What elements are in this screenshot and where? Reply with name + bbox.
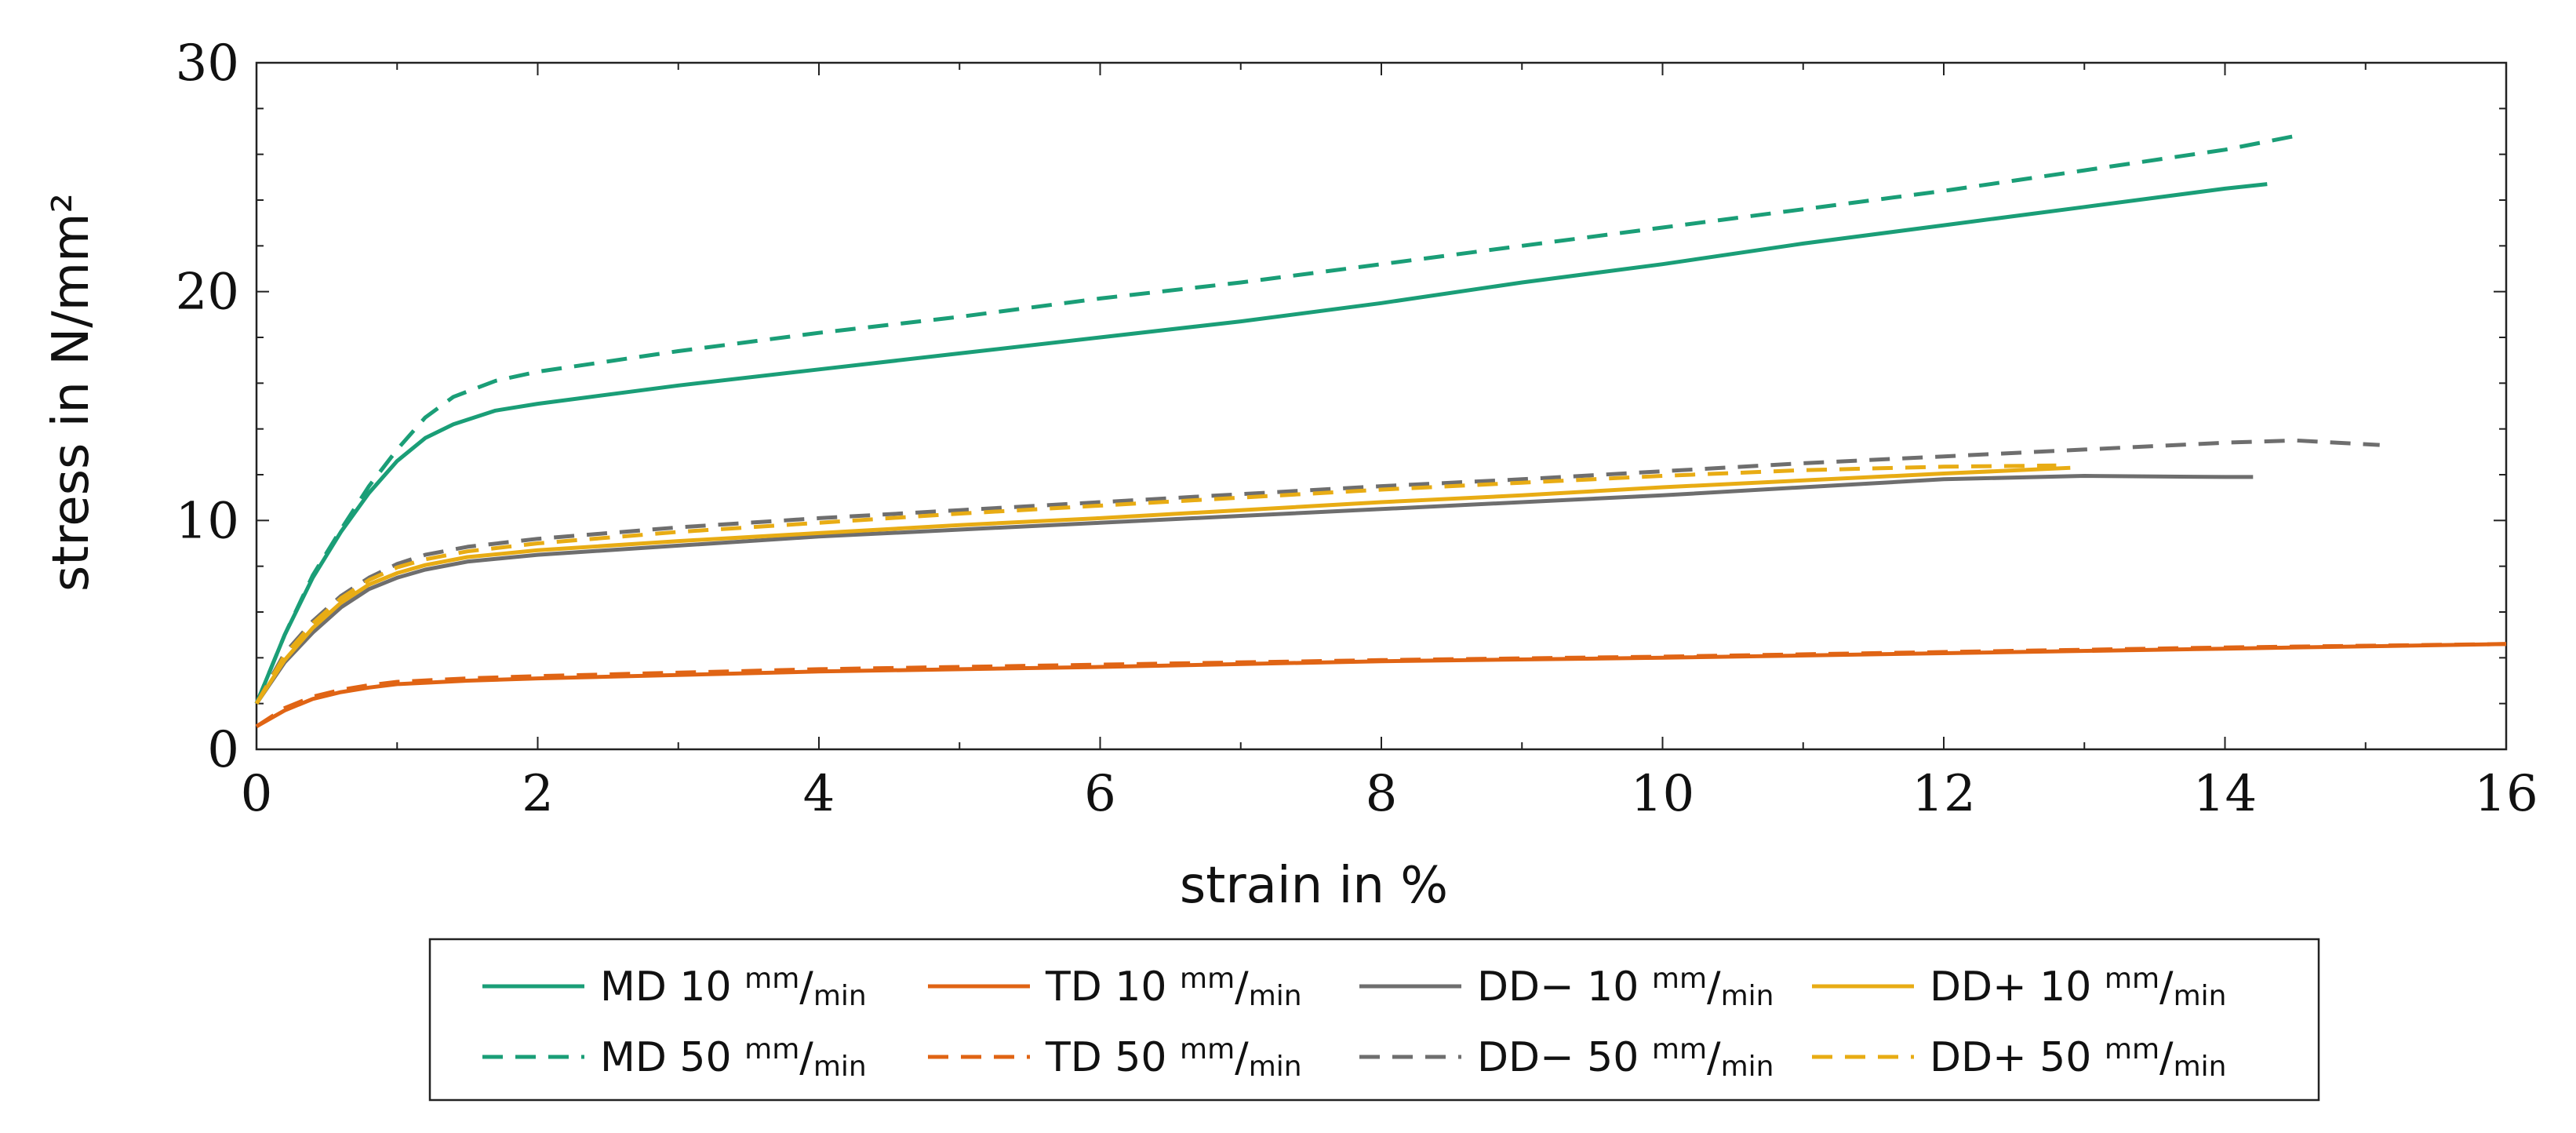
y-tick-label: 0 <box>207 721 239 779</box>
y-tick-label: 20 <box>176 264 239 322</box>
legend-entry-label: TD 10 mm/min <box>1045 963 1302 1012</box>
legend-unit-slash: / <box>2159 964 2174 1011</box>
legend-entry-label: MD 50 mm/min <box>600 1033 867 1083</box>
legend-entry-name: DD+ 50 <box>1930 1034 2105 1081</box>
series-line-md-50 <box>254 133 2296 705</box>
legend-unit-numerator: mm <box>744 963 799 995</box>
series-line-td-10 <box>255 642 2507 728</box>
legend-entry-name: MD 10 <box>600 964 744 1011</box>
legend-unit-numerator: mm <box>744 1033 799 1066</box>
plot-frame <box>255 61 2508 751</box>
legend-unit-denominator: min <box>813 980 867 1012</box>
legend-box <box>428 938 2320 1102</box>
legend-unit-numerator: mm <box>1652 1033 1707 1066</box>
legend-unit-denominator: min <box>813 1051 867 1083</box>
legend-unit-slash: / <box>799 964 813 1011</box>
legend-entry-label: DD+ 10 mm/min <box>1930 963 2226 1012</box>
x-tick-label: 0 <box>241 765 273 823</box>
legend-unit-slash: / <box>1235 1034 1249 1081</box>
legend-entry-name: MD 50 <box>600 1034 744 1081</box>
legend-entry-label: TD 50 mm/min <box>1045 1033 1302 1083</box>
x-tick-label: 12 <box>1912 765 1975 823</box>
legend-entry-label: DD− 50 mm/min <box>1477 1033 1774 1083</box>
legend-unit-numerator: mm <box>1180 1033 1235 1066</box>
plot-frame-layer <box>255 61 2508 751</box>
y-tick-label: 10 <box>176 492 239 550</box>
legend-unit-denominator: min <box>1721 1051 1774 1083</box>
legend-entry-label: MD 10 mm/min <box>600 963 867 1012</box>
legend-entry-name: DD− 10 <box>1477 964 1652 1011</box>
legend-entry-name: DD+ 10 <box>1930 964 2105 1011</box>
legend-unit-denominator: min <box>1249 980 1302 1012</box>
legend-unit-slash: / <box>799 1034 813 1081</box>
axis-ticks-layer: 0 2 4 6 8 10 12 14 16 0 10 20 30 <box>176 35 2538 823</box>
series-line-td-50 <box>255 642 2507 728</box>
series-line-ddminus-50 <box>254 438 2380 705</box>
x-tick-label: 4 <box>803 765 835 823</box>
series-line-ddminus-10 <box>254 474 2254 705</box>
legend-unit-denominator: min <box>1721 980 1774 1012</box>
x-axis-label: strain in % <box>1180 857 1448 915</box>
legend-unit-numerator: mm <box>1180 963 1235 995</box>
x-tick-label: 14 <box>2193 765 2257 823</box>
x-tick-label: 6 <box>1084 765 1116 823</box>
legend-entry-name: DD− 50 <box>1477 1034 1652 1081</box>
legend-unit-numerator: mm <box>2105 1033 2159 1066</box>
x-tick-label: 2 <box>522 765 554 823</box>
legend-unit-slash: / <box>1235 964 1249 1011</box>
legend-unit-slash: / <box>2159 1034 2174 1081</box>
legend-unit-numerator: mm <box>2105 963 2159 995</box>
x-tick-label: 8 <box>1366 765 1398 823</box>
x-tick-label: 16 <box>2474 765 2538 823</box>
legend-unit-denominator: min <box>2174 1051 2227 1083</box>
y-tick-label: 30 <box>176 35 239 93</box>
legend-unit-denominator: min <box>1249 1051 1302 1083</box>
legend-entry-name: TD 50 <box>1045 1034 1180 1081</box>
legend-unit-slash: / <box>1707 964 1721 1011</box>
legend-unit-denominator: min <box>2174 980 2227 1012</box>
series-line-ddplus-10 <box>254 465 2071 705</box>
series-line-ddplus-50 <box>254 463 2057 705</box>
axis-labels-layer: strain in % stress in N/mm² <box>42 193 1448 915</box>
legend-entry-name: TD 10 <box>1045 964 1180 1011</box>
legend-unit-slash: / <box>1707 1034 1721 1081</box>
series-line-md-10 <box>254 182 2268 705</box>
legend-entry-label: DD+ 50 mm/min <box>1930 1033 2226 1083</box>
series-layer <box>254 133 2507 728</box>
legend-entry-label: DD− 10 mm/min <box>1477 963 1774 1012</box>
legend-unit-numerator: mm <box>1652 963 1707 995</box>
y-axis-label: stress in N/mm² <box>42 193 100 592</box>
x-tick-label: 10 <box>1631 765 1694 823</box>
